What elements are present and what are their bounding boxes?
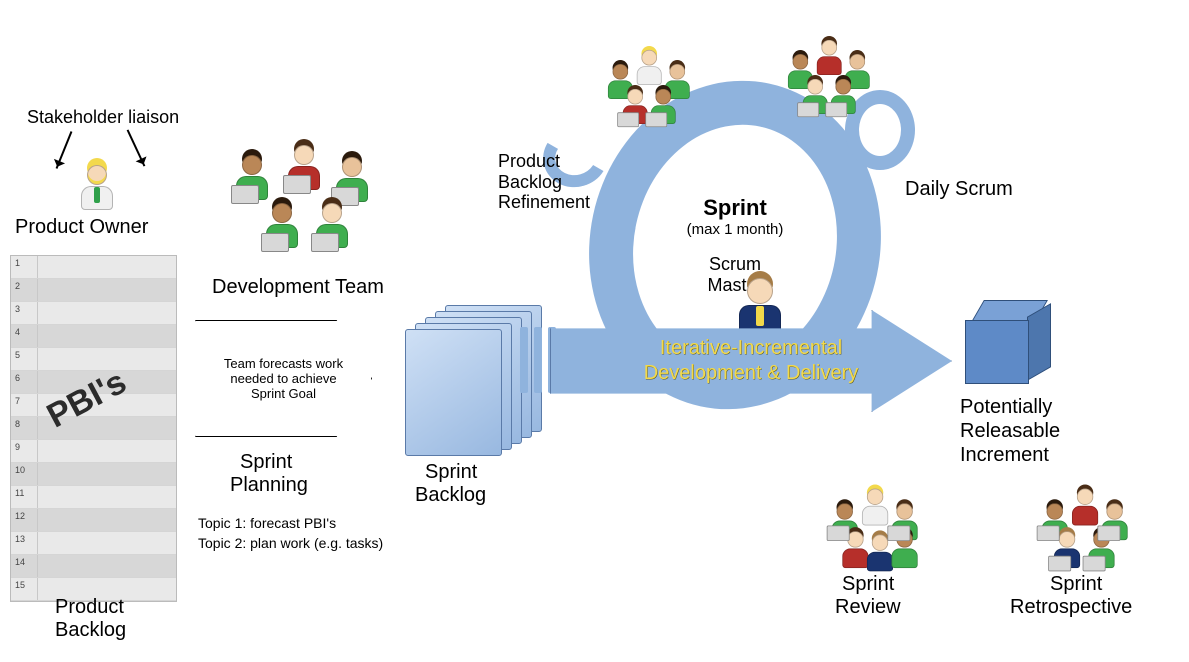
refinement-team — [603, 50, 697, 120]
increment-cube — [965, 300, 1045, 380]
daily-scrum-label: Daily Scrum — [905, 177, 1013, 201]
sprint-loop-labels: Sprint (max 1 month) Scrum Master — [665, 195, 805, 296]
sprint-planning-topic2: Topic 2: plan work (e.g. tasks) — [198, 535, 383, 552]
sprint-backlog-label-2: Backlog — [415, 483, 486, 507]
sprint-planning-text: Team forecasts work needed to achieve Sp… — [224, 356, 344, 401]
sprint-planning-label-2: Planning — [230, 473, 308, 497]
product-backlog-table: 1 2 3 4 5 6 7 8 9 10 11 12 13 14 15 — [10, 255, 177, 602]
refinement-label: Product Backlog Refinement — [498, 151, 590, 213]
dev-team-label: Development Team — [212, 275, 384, 299]
stakeholder-label: Stakeholder liaison — [27, 107, 179, 129]
sprint-review-label-2: Review — [835, 595, 901, 619]
stakeholder-arrow-up — [56, 131, 73, 169]
product-backlog-label-2: Backlog — [55, 618, 126, 642]
sprint-subtitle: (max 1 month) — [665, 221, 805, 238]
sprint-planning-topic1: Topic 1: forecast PBI's — [198, 515, 336, 532]
sprint-title: Sprint — [665, 195, 805, 221]
stakeholder-arrow-down — [127, 129, 146, 166]
sprint-retro-label-2: Retrospective — [1010, 595, 1132, 619]
product-backlog-label-1: Product — [55, 595, 124, 619]
sprint-review-team — [827, 489, 934, 567]
sprint-retro-team — [1037, 489, 1144, 567]
scrum-diagram: Stakeholder liaison Product Owner 1 2 3 … — [0, 0, 1189, 662]
sprint-review-label-1: Sprint — [842, 572, 894, 596]
scrum-master-label-1: Scrum — [665, 254, 805, 275]
dev-team-group — [225, 145, 385, 265]
scrum-master-icon — [738, 278, 782, 334]
sprint-planning-chevron: Team forecasts work needed to achieve Sp… — [195, 320, 372, 437]
daily-scrum-team — [783, 40, 877, 110]
sprint-planning-label-1: Sprint — [240, 450, 292, 474]
product-owner-icon — [80, 165, 114, 209]
sprint-backlog-label-1: Sprint — [425, 460, 477, 484]
process-arrow-text: Iterative-Incremental Development & Deli… — [644, 336, 859, 386]
increment-label: Potentially Releasable Increment — [960, 395, 1060, 467]
product-owner-label: Product Owner — [15, 215, 148, 239]
sprint-retro-label-1: Sprint — [1050, 572, 1102, 596]
scrum-master-label-2: Master — [665, 275, 805, 296]
